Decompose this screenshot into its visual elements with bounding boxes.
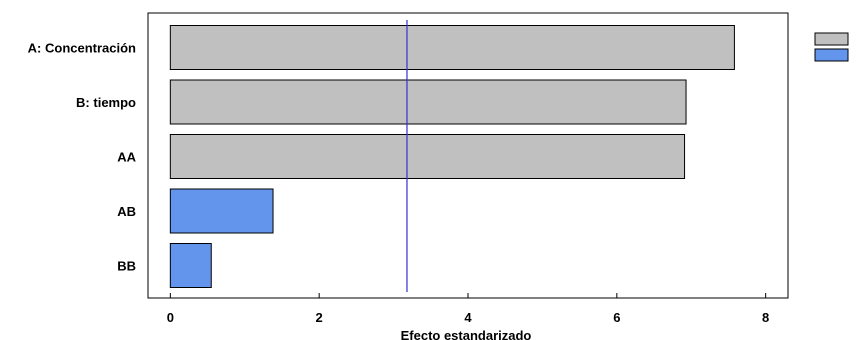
bar-3	[169, 134, 686, 179]
category-label: AA	[117, 150, 136, 165]
x-tick-label: 4	[464, 310, 472, 325]
x-axis-ticks-group: 0 2 4 6 8	[167, 293, 769, 325]
category-label: B: tiempo	[76, 95, 136, 110]
category-label: AB	[117, 204, 136, 219]
bars-group	[169, 25, 735, 288]
category-label: A: Concentración	[28, 41, 136, 56]
bar-2	[169, 79, 687, 125]
x-tick-label: 8	[762, 310, 769, 325]
x-tick-label: 0	[167, 310, 174, 325]
x-axis-title: Efecto estandarizado	[401, 328, 532, 340]
x-tick-label: 2	[316, 310, 323, 325]
bar-4	[169, 188, 274, 234]
x-tick-label: 6	[613, 310, 620, 325]
bar-5	[169, 243, 212, 288]
legend-swatch-1	[814, 32, 849, 46]
category-labels-group: A: Concentración B: tiempo AA AB BB	[28, 41, 137, 274]
category-label: BB	[117, 259, 136, 274]
legend-swatch-2	[814, 48, 849, 62]
legend	[814, 32, 849, 62]
bar-1	[169, 25, 735, 70]
